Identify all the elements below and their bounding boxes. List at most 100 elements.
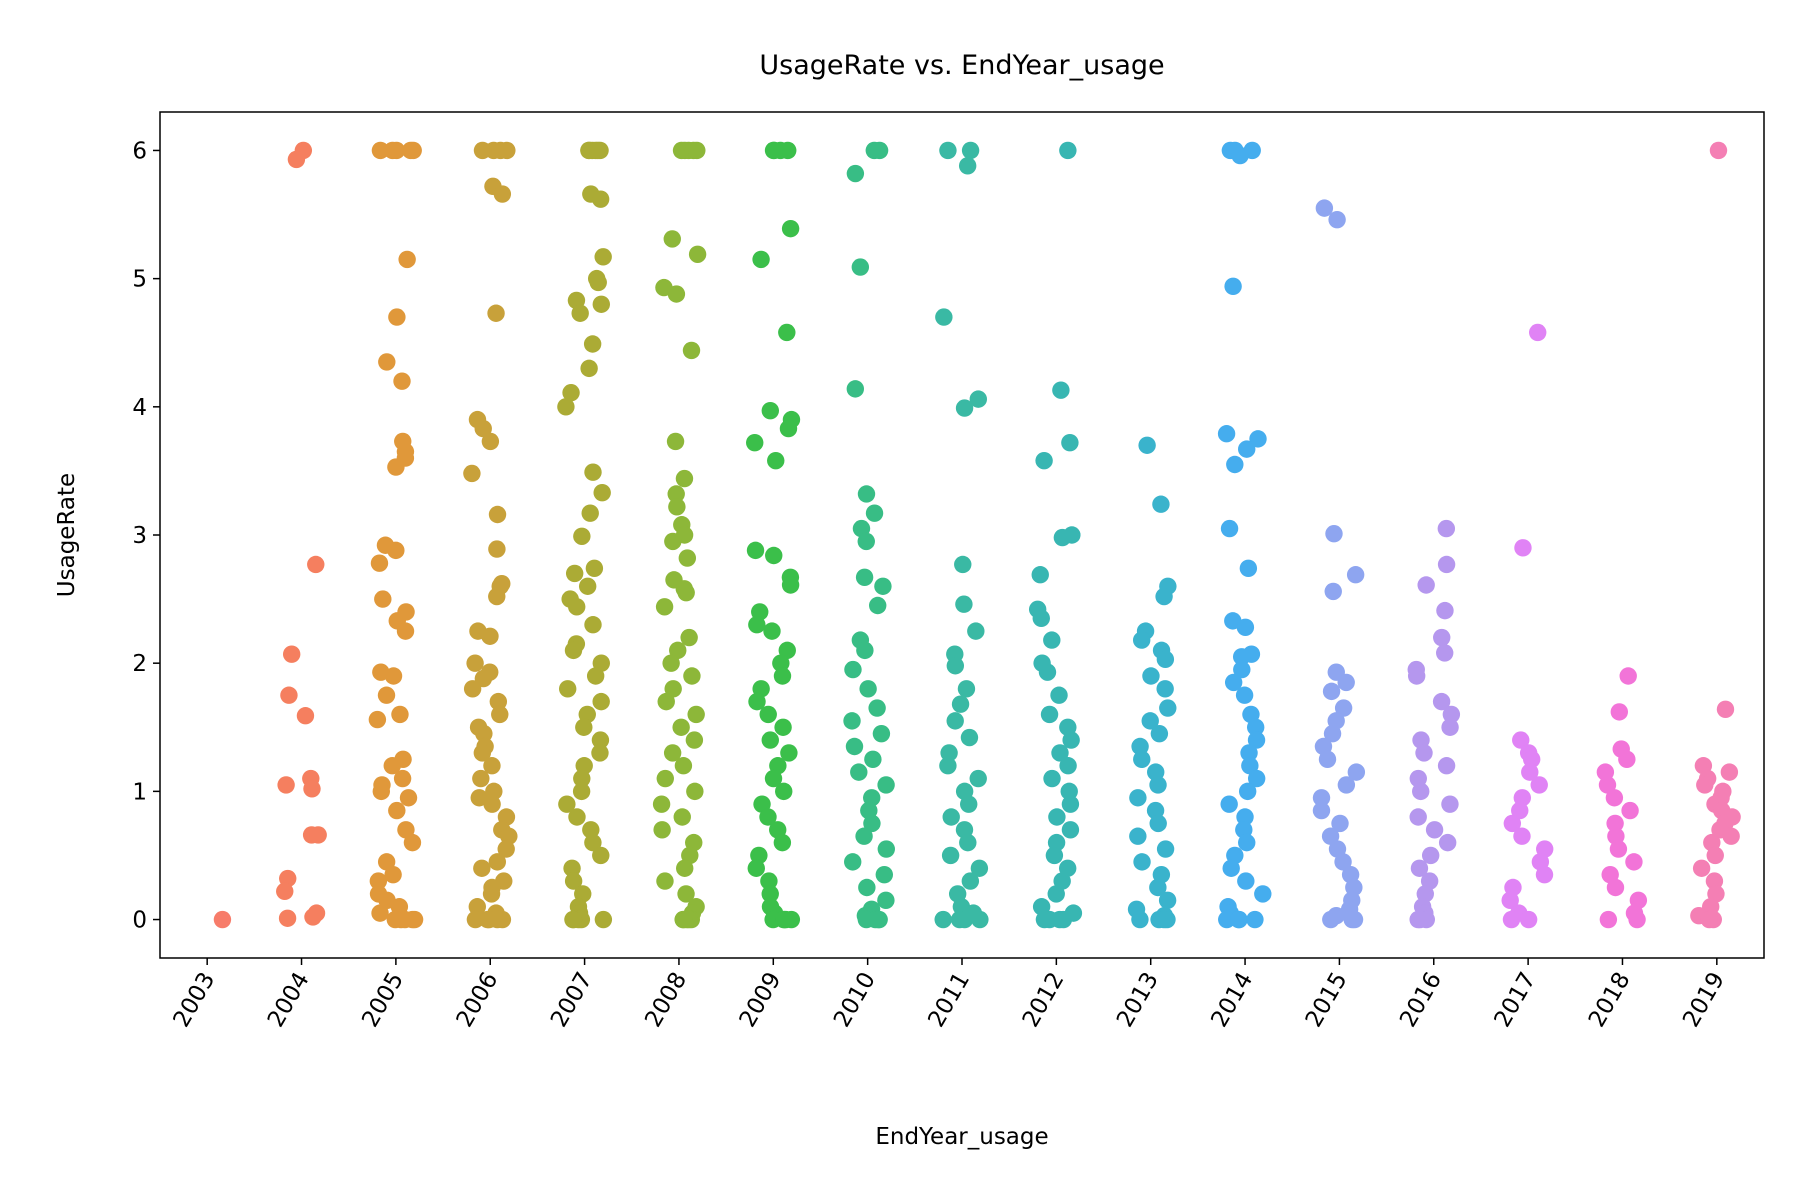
point [870, 141, 889, 160]
point [869, 596, 887, 615]
point [1432, 692, 1451, 711]
point [874, 577, 892, 595]
y-tick-label: 3 [132, 523, 147, 549]
point [488, 587, 506, 606]
point [759, 705, 777, 724]
point [667, 485, 685, 503]
x-tick-label: 2005 [357, 968, 409, 1032]
point [1220, 519, 1239, 538]
y-tick-label: 0 [132, 908, 147, 934]
point [767, 451, 785, 470]
point [488, 505, 507, 524]
point [672, 141, 691, 160]
point [498, 141, 516, 160]
point [491, 705, 509, 724]
point [1226, 455, 1244, 474]
point [303, 780, 321, 798]
point [564, 641, 583, 660]
point [589, 273, 607, 292]
point [1231, 146, 1249, 165]
point [1599, 910, 1618, 929]
point [946, 712, 964, 730]
point [1334, 699, 1353, 717]
point [280, 686, 298, 704]
x-tick-label: 2010 [829, 968, 881, 1032]
point [851, 258, 870, 276]
point [1052, 381, 1070, 399]
point [674, 910, 693, 929]
point [383, 757, 401, 775]
point [1530, 776, 1548, 794]
point [939, 141, 957, 160]
point [1312, 801, 1331, 820]
point [473, 141, 492, 160]
point [656, 769, 674, 788]
point [950, 910, 969, 929]
point [483, 795, 501, 813]
point [868, 699, 886, 717]
point [674, 757, 693, 775]
point [1522, 750, 1541, 769]
point [1051, 744, 1069, 762]
point [1722, 827, 1740, 845]
point [877, 776, 895, 794]
point [1415, 744, 1433, 762]
point [652, 795, 671, 813]
point [1043, 769, 1061, 788]
point [487, 304, 505, 322]
point [1032, 609, 1050, 628]
point [1050, 686, 1068, 704]
point [765, 141, 783, 160]
point [869, 910, 888, 929]
point [397, 821, 415, 839]
point [781, 219, 800, 238]
point [276, 882, 294, 901]
point [663, 744, 682, 762]
point [565, 564, 584, 583]
point [571, 304, 589, 322]
point [404, 141, 422, 160]
point [662, 654, 680, 672]
point [1433, 628, 1451, 647]
point [864, 750, 882, 769]
point [1048, 808, 1066, 826]
point [1149, 776, 1167, 794]
point [877, 891, 895, 910]
point [1129, 827, 1147, 845]
point [1705, 872, 1724, 890]
plot-frame [159, 111, 1765, 959]
point [594, 910, 613, 929]
point [1345, 910, 1364, 929]
point [961, 141, 980, 160]
point [468, 898, 486, 916]
point [1035, 451, 1053, 470]
point [687, 705, 705, 724]
point [1628, 910, 1646, 929]
point [466, 654, 484, 672]
point [213, 910, 232, 929]
point [1031, 566, 1049, 584]
point [858, 878, 876, 897]
point [761, 885, 779, 903]
point [669, 641, 687, 660]
y-tick-label: 1 [132, 779, 147, 805]
point [1236, 808, 1254, 826]
point [969, 769, 987, 788]
point [1061, 795, 1080, 813]
point [568, 598, 586, 616]
point [970, 859, 989, 877]
point [941, 846, 960, 865]
point [747, 859, 765, 877]
point [1133, 853, 1151, 871]
point [1224, 277, 1242, 296]
y-tick-label: 6 [132, 138, 147, 164]
point [859, 680, 877, 698]
point [875, 865, 894, 884]
point [1334, 853, 1352, 871]
x-tick-label: 2011 [923, 968, 975, 1032]
point [1412, 782, 1430, 801]
point [664, 680, 682, 698]
point [1237, 872, 1255, 890]
point [688, 141, 706, 160]
point [1716, 700, 1735, 719]
